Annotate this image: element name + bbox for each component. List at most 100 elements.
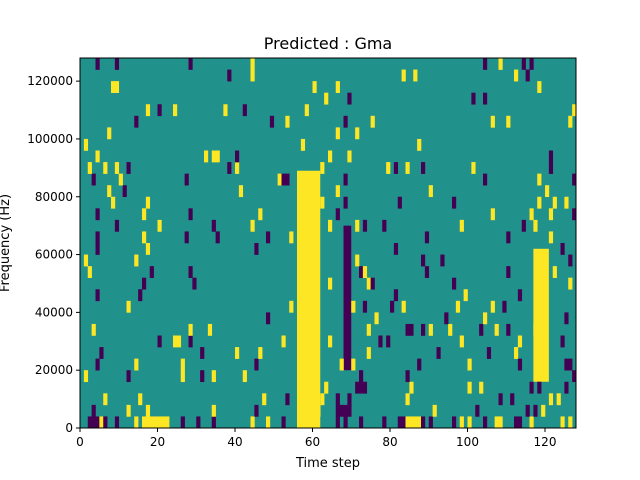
heatmap-cell bbox=[145, 404, 151, 417]
heatmap-cell bbox=[180, 358, 185, 371]
heatmap-cell bbox=[254, 404, 259, 417]
heatmap-cell bbox=[494, 323, 499, 336]
heatmap-cell bbox=[490, 208, 495, 221]
heatmap-cell bbox=[235, 347, 240, 359]
heatmap-cell bbox=[572, 173, 577, 186]
heatmap-cell bbox=[421, 323, 426, 336]
heatmap-cell bbox=[413, 69, 418, 82]
heatmap-cell bbox=[483, 312, 488, 325]
heatmap-cell bbox=[118, 173, 123, 186]
heatmap-cell bbox=[149, 416, 154, 429]
heatmap-cell bbox=[126, 404, 131, 417]
heatmap-cell bbox=[533, 404, 538, 417]
heatmap-cell bbox=[277, 173, 282, 186]
heatmap-cell bbox=[428, 185, 433, 198]
heatmap-cell bbox=[223, 104, 228, 117]
heatmap-cell bbox=[227, 162, 232, 174]
heatmap-cell bbox=[161, 416, 166, 429]
heatmap-cell bbox=[417, 138, 422, 151]
heatmap-cell bbox=[145, 104, 151, 117]
heatmap-cell bbox=[405, 416, 410, 429]
heatmap-cell bbox=[87, 266, 92, 278]
heatmap-cell bbox=[254, 243, 259, 255]
heatmap-cell bbox=[483, 173, 488, 186]
heatmap-cell bbox=[467, 358, 472, 371]
heatmap-cell bbox=[184, 231, 189, 244]
heatmap-cell bbox=[355, 381, 360, 394]
chart-title: Predicted : Gma bbox=[264, 34, 392, 53]
heatmap-cell bbox=[564, 312, 569, 325]
heatmap-cell bbox=[483, 92, 488, 105]
heatmap-cell bbox=[250, 219, 255, 232]
heatmap-cell bbox=[157, 219, 162, 232]
heatmap-cell bbox=[413, 416, 418, 429]
heatmap-cell bbox=[568, 277, 573, 290]
heatmap-cell bbox=[211, 219, 216, 232]
heatmap-cell bbox=[215, 231, 220, 244]
heatmap-cell bbox=[428, 416, 433, 429]
heatmap-cell bbox=[184, 173, 189, 186]
heatmap-cell bbox=[347, 150, 352, 163]
heatmap-cell bbox=[95, 289, 100, 302]
heatmap-cell bbox=[142, 277, 147, 290]
heatmap-cell bbox=[382, 219, 387, 232]
heatmap-cell bbox=[405, 323, 410, 336]
heatmap-cell bbox=[355, 127, 360, 140]
heatmap-cell bbox=[328, 150, 333, 163]
heatmap-cell bbox=[548, 231, 554, 244]
x-tick-label: 80 bbox=[382, 435, 397, 449]
heatmap-cell bbox=[188, 323, 193, 336]
heatmap-cell bbox=[401, 416, 406, 429]
heatmap-cell bbox=[440, 254, 445, 267]
heatmap-cell bbox=[355, 219, 360, 232]
heatmap-cell bbox=[529, 208, 534, 221]
heatmap-cell bbox=[83, 254, 89, 267]
heatmap-cell bbox=[366, 323, 371, 336]
heatmap-cell bbox=[568, 358, 573, 371]
heatmap-cell bbox=[366, 277, 371, 290]
heatmap-cell bbox=[153, 416, 158, 429]
heatmap-cell bbox=[188, 58, 193, 70]
heatmap-cell bbox=[347, 92, 352, 105]
heatmap-cell bbox=[490, 115, 495, 128]
heatmap-cell bbox=[87, 162, 92, 174]
heatmap-cell bbox=[397, 416, 402, 429]
heatmap-cell bbox=[409, 416, 414, 429]
heatmap-cell bbox=[471, 162, 476, 174]
heatmap-cell bbox=[262, 393, 267, 406]
heatmap-cell bbox=[436, 347, 441, 359]
heatmap-cell bbox=[145, 243, 151, 255]
heatmap-cell bbox=[401, 300, 406, 313]
heatmap-cell bbox=[211, 150, 216, 163]
heatmap-cell bbox=[83, 138, 89, 151]
heatmap-cell bbox=[134, 358, 139, 371]
heatmap-cell bbox=[405, 162, 410, 174]
heatmap-cell bbox=[114, 162, 120, 174]
plot-frame bbox=[79, 57, 577, 429]
heatmap-cell bbox=[343, 115, 348, 128]
heatmap-cell bbox=[114, 81, 120, 93]
heatmap-cell bbox=[359, 266, 364, 278]
heatmap-cell bbox=[157, 416, 162, 429]
heatmap-cell bbox=[362, 219, 368, 232]
heatmap-cell bbox=[157, 104, 162, 117]
heatmap-cell bbox=[533, 323, 538, 336]
heatmap-cell bbox=[343, 173, 348, 186]
heatmap-cell bbox=[242, 104, 247, 117]
heatmap-cell bbox=[111, 81, 116, 93]
y-axis-label: Frequency (Hz) bbox=[0, 194, 13, 292]
x-tick-label: 120 bbox=[534, 435, 557, 449]
heatmap-cell bbox=[103, 393, 108, 406]
heatmap-cell bbox=[335, 208, 340, 221]
heatmap-cell bbox=[529, 58, 534, 70]
heatmap-cell bbox=[432, 404, 437, 417]
heatmap-cell bbox=[188, 266, 193, 278]
heatmap-cell bbox=[506, 266, 511, 278]
heatmap-cell bbox=[328, 277, 333, 290]
heatmap-cell bbox=[564, 358, 569, 371]
heatmap-cell bbox=[548, 393, 554, 406]
heatmap-cell bbox=[347, 393, 352, 406]
heatmap-cell bbox=[537, 381, 542, 394]
heatmap-cell bbox=[335, 416, 340, 429]
heatmap-cell bbox=[165, 416, 170, 429]
